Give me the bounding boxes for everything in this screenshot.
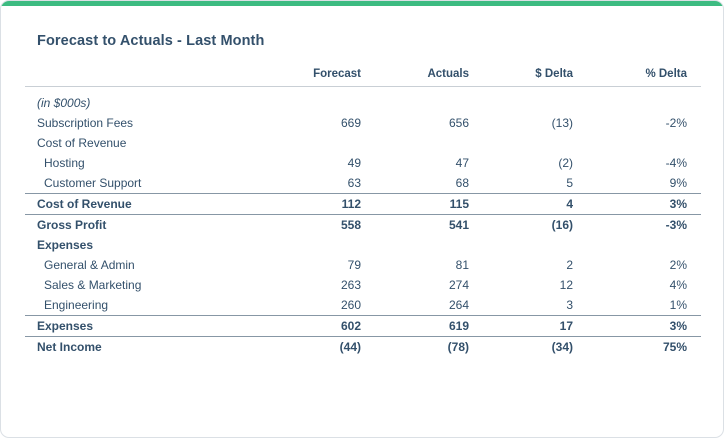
table-row: Customer Support 63 68 5 9%	[25, 173, 701, 194]
row-label: (in $000s)	[37, 96, 91, 110]
cell-value: (2)	[558, 156, 573, 170]
cell-value: 619	[361, 315, 469, 337]
column-header-label	[25, 51, 251, 87]
cell-value: -2%	[665, 116, 687, 130]
card-content: Forecast to Actuals - Last Month Forecas…	[1, 33, 723, 357]
cell-value: 602	[251, 315, 361, 337]
row-label: Cost of Revenue	[37, 136, 127, 150]
table-row: Gross Profit 558 541 (16) -3%	[25, 214, 701, 235]
cell-value: (34)	[469, 336, 573, 357]
cell-value: 263	[340, 278, 361, 292]
table-row: (in $000s)	[25, 87, 701, 114]
forecast-actuals-table: Forecast Actuals $ Delta % Delta (in $00…	[25, 51, 701, 357]
cell-value	[573, 235, 701, 255]
cell-value: 49	[347, 156, 361, 170]
cell-value	[469, 87, 573, 114]
cell-value: 63	[347, 176, 361, 190]
table-header-row: Forecast Actuals $ Delta % Delta	[25, 51, 701, 87]
cell-value	[469, 235, 573, 255]
column-header-percent-delta: % Delta	[573, 51, 701, 87]
report-title: Forecast to Actuals - Last Month	[37, 33, 265, 49]
table-body: (in $000s) Subscription Fees 669 656 (13) -2%…	[25, 87, 701, 357]
table-row: Expenses	[25, 235, 701, 255]
row-label: Subscription Fees	[37, 116, 134, 130]
column-header-actuals: Actuals	[361, 51, 469, 87]
row-label: Net Income	[25, 336, 251, 357]
row-label: Expenses	[25, 315, 251, 337]
cell-value: 669	[340, 116, 361, 130]
cell-value: 81	[455, 258, 469, 272]
cell-value: (78)	[361, 336, 469, 357]
column-header-forecast: Forecast	[251, 51, 361, 87]
cell-value	[573, 87, 701, 114]
cell-value: (44)	[251, 336, 361, 357]
cell-value: 4%	[669, 278, 687, 292]
row-label: Customer Support	[44, 176, 142, 190]
cell-value: 274	[448, 278, 469, 292]
cell-value: 264	[448, 298, 469, 312]
cell-value	[469, 133, 573, 153]
cell-value: 2	[566, 258, 573, 272]
card-accent-bar	[1, 1, 723, 6]
cell-value: 3%	[573, 193, 701, 215]
cell-value: 4	[469, 193, 573, 215]
row-label: Engineering	[44, 298, 109, 312]
table-row: Net Income (44) (78) (34) 75%	[25, 336, 701, 357]
table-row: Sales & Marketing 263 274 12 4%	[25, 275, 701, 295]
table-row: Subscription Fees 669 656 (13) -2%	[25, 113, 701, 133]
cell-value	[361, 235, 469, 255]
row-label: Hosting	[44, 156, 85, 170]
cell-value: 75%	[573, 336, 701, 357]
row-label: General & Admin	[44, 258, 135, 272]
row-label: Expenses	[37, 238, 94, 252]
table-row: Expenses 602 619 17 3%	[25, 315, 701, 337]
cell-value: 3	[566, 298, 573, 312]
cell-value: 47	[455, 156, 469, 170]
row-label: Gross Profit	[25, 214, 251, 235]
cell-value: 12	[559, 278, 573, 292]
cell-value: 656	[448, 116, 469, 130]
cell-value: 260	[340, 298, 361, 312]
cell-value	[361, 87, 469, 114]
cell-value	[251, 235, 361, 255]
row-label: Sales & Marketing	[44, 278, 142, 292]
cell-value: 79	[347, 258, 361, 272]
cell-value: 5	[566, 176, 573, 190]
cell-value: -4%	[665, 156, 687, 170]
row-label: Cost of Revenue	[25, 193, 251, 215]
cell-value: 558	[251, 214, 361, 235]
cell-value: 541	[361, 214, 469, 235]
table-header: Forecast Actuals $ Delta % Delta	[25, 51, 701, 87]
cell-value: -3%	[573, 214, 701, 235]
cell-value: 3%	[573, 315, 701, 337]
table-row: General & Admin 79 81 2 2%	[25, 255, 701, 275]
cell-value	[573, 133, 701, 153]
cell-value	[251, 133, 361, 153]
table-row: Cost of Revenue 112 115 4 3%	[25, 193, 701, 215]
cell-value: 115	[361, 193, 469, 215]
cell-value: 1%	[669, 298, 687, 312]
cell-value	[361, 133, 469, 153]
cell-value: (13)	[551, 116, 573, 130]
table-row: Cost of Revenue	[25, 133, 701, 153]
cell-value: 9%	[669, 176, 687, 190]
cell-value: 68	[455, 176, 469, 190]
cell-value: (16)	[469, 214, 573, 235]
cell-value	[251, 87, 361, 114]
cell-value: 17	[469, 315, 573, 337]
table-row: Hosting 49 47 (2) -4%	[25, 153, 701, 173]
table-row: Engineering 260 264 3 1%	[25, 295, 701, 316]
column-header-dollar-delta: $ Delta	[469, 51, 573, 87]
cell-value: 112	[251, 193, 361, 215]
cell-value: 2%	[669, 258, 687, 272]
